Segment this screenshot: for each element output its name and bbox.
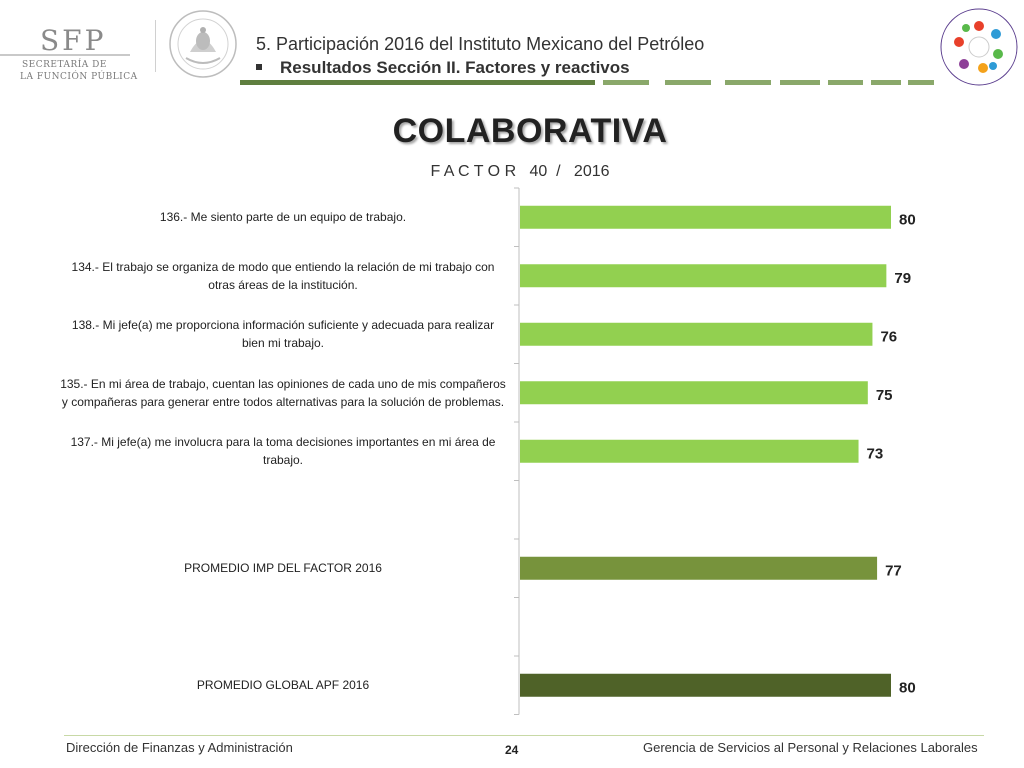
- data-label: 77: [885, 562, 902, 579]
- header-band-main: [240, 80, 595, 85]
- sfp-logo-line2: LA FUNCIÓN PÚBLICA: [20, 72, 138, 82]
- header-band-segment: [665, 80, 711, 85]
- bar: [520, 381, 868, 405]
- page-number: 24: [505, 743, 519, 757]
- header-subtitle: Resultados Sección II. Factores y reacti…: [256, 58, 630, 78]
- footer-left-text: Dirección de Finanzas y Administración: [66, 740, 293, 755]
- header-band-segment: [908, 80, 934, 85]
- data-label: 79: [894, 270, 911, 287]
- data-label: 75: [876, 387, 893, 404]
- sfp-logo: SFP SECRETARÍA DE LA FUNCIÓN PÚBLICA: [0, 0, 150, 88]
- header-band-segment: [780, 80, 820, 85]
- category-label: 137.- Mi jefe(a) me involucra para la to…: [70, 435, 496, 468]
- data-label: 80: [899, 679, 916, 696]
- chart-title: COLABORATIVA: [392, 112, 668, 150]
- category-label: 136.- Me siento parte de un equipo de tr…: [159, 210, 407, 225]
- header-divider: [155, 20, 156, 72]
- bar: [520, 556, 878, 580]
- footer-right-text: Gerencia de Servicios al Personal y Rela…: [643, 740, 978, 755]
- header-title: 5. Participación 2016 del Instituto Mexi…: [256, 34, 705, 54]
- bar: [520, 673, 891, 697]
- bar: [520, 205, 891, 229]
- bar: [520, 439, 859, 463]
- header-subtitle-text: Resultados Sección II. Factores y reacti…: [280, 58, 630, 77]
- data-label: 80: [899, 211, 916, 228]
- data-label: 73: [867, 445, 884, 462]
- norma-igualdad-logo: [940, 8, 1018, 86]
- national-seal-icon: [169, 10, 237, 78]
- bullet-icon: [256, 63, 262, 70]
- footer-rule: [64, 735, 984, 736]
- category-label: 138.- Mi jefe(a) me proporciona informac…: [71, 318, 495, 351]
- data-label: 76: [880, 328, 897, 345]
- sfp-logo-line1: SECRETARÍA DE: [22, 60, 107, 70]
- bar: [520, 322, 873, 346]
- category-label: 134.- El trabajo se organiza de modo que…: [71, 259, 495, 292]
- header-band-segment: [828, 80, 863, 85]
- header-band-segment: [603, 80, 649, 85]
- chart-subtitle: F A C T O R 40 / 2016: [430, 163, 610, 180]
- category-label: PROMEDIO IMP DEL FACTOR 2016: [184, 561, 382, 576]
- sfp-logo-rule: [0, 54, 130, 56]
- header-band-segment: [725, 80, 771, 85]
- header-band-segment: [871, 80, 901, 85]
- category-label: 135.- En mi área de trabajo, cuentan las…: [60, 376, 506, 409]
- sfp-logo-text: SFP: [40, 24, 107, 57]
- bar: [520, 264, 887, 288]
- category-label: PROMEDIO GLOBAL APF 2016: [196, 678, 370, 693]
